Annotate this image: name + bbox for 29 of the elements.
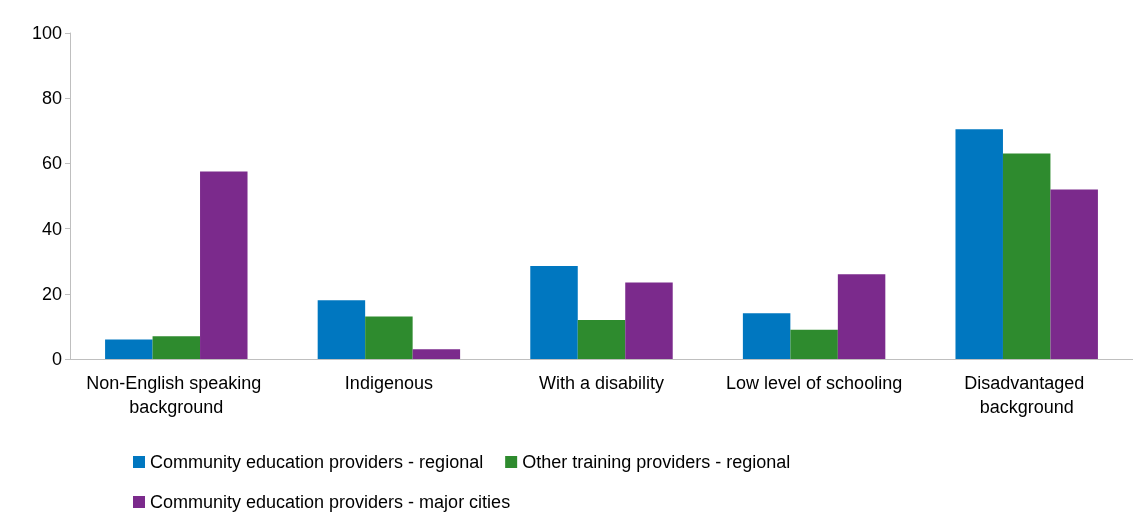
bar — [837, 274, 886, 359]
x-tick-label: Low level of schooling — [726, 373, 903, 393]
x-tick-label: Disadvantaged background — [964, 373, 1090, 417]
bar — [790, 329, 838, 359]
bar — [577, 319, 626, 359]
bar — [530, 266, 578, 359]
bar — [317, 300, 366, 359]
y-tick-label: 20 — [41, 283, 62, 304]
x-tick-label: With a disability — [538, 373, 665, 393]
y-tick-label: 100 — [31, 23, 62, 43]
bar — [625, 282, 673, 359]
legend-label: Community education providers - regional — [150, 452, 484, 472]
bar — [1002, 153, 1051, 359]
legend-label: Other training providers - regional — [522, 452, 791, 472]
y-tick-label: 0 — [51, 349, 62, 369]
bar — [152, 336, 201, 359]
bar — [412, 349, 461, 359]
bar — [742, 313, 791, 359]
x-tick-label: Indigenous — [344, 373, 433, 393]
x-tick-label: Non-English speaking background — [86, 373, 267, 417]
legend-label: Community education providers - major cities — [150, 492, 511, 512]
y-tick-label: 40 — [41, 218, 62, 239]
y-tick-label: 60 — [41, 153, 62, 174]
bar — [200, 171, 248, 359]
bar — [365, 316, 413, 359]
bar — [1050, 189, 1098, 359]
y-tick-label: 80 — [41, 88, 62, 109]
bar — [955, 129, 1003, 359]
bar — [105, 339, 153, 359]
